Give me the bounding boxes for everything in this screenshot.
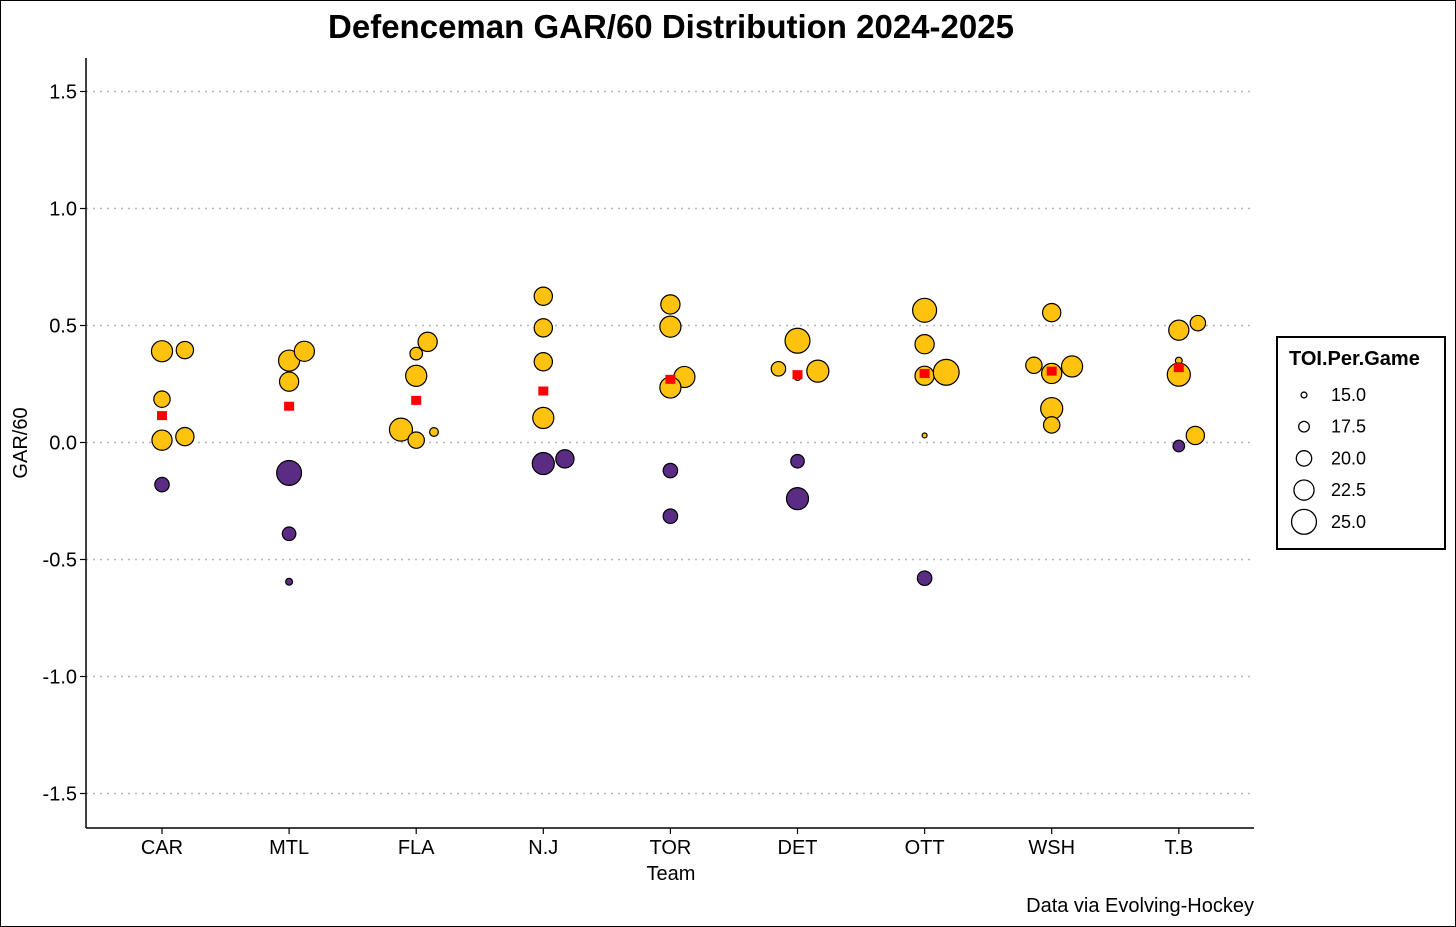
legend-size-label: 15.0 [1331, 385, 1366, 405]
legend-keys: 15.0 17.5 20.0 22.5 25.0 [1290, 385, 1366, 535]
x-axis-ticks: CAR MTL FLA N.J TOR DET OTT WSH T.B [141, 828, 1193, 859]
player-point [175, 340, 195, 360]
team-mean-marker [157, 411, 167, 421]
player-point [662, 508, 679, 525]
x-tick-label: OTT [905, 837, 945, 859]
y-tick-label: 0.5 [49, 316, 77, 338]
player-point [916, 570, 933, 587]
player-point [175, 426, 195, 447]
y-tick-label: -1.5 [43, 784, 77, 806]
player-point [531, 451, 555, 476]
player-point [285, 577, 294, 586]
player-point [407, 431, 425, 449]
player-point [785, 487, 810, 511]
player-point [532, 406, 555, 430]
chart-title: Defenceman GAR/60 Distribution 2024-2025 [328, 8, 1014, 45]
player-point [932, 358, 960, 386]
player-point [281, 526, 297, 542]
player-point [278, 371, 300, 392]
y-tick-label: -1.0 [43, 667, 77, 689]
legend-size-key [1298, 420, 1310, 433]
x-tick-label: CAR [141, 837, 183, 859]
x-tick-label: FLA [398, 837, 435, 859]
legend-size-label: 17.5 [1331, 417, 1366, 437]
player-point [533, 352, 554, 372]
caption: Data via Evolving-Hockey [1026, 895, 1254, 917]
x-tick-label: WSH [1028, 837, 1075, 859]
player-point [659, 315, 682, 338]
legend-size-key [1300, 391, 1308, 399]
team-mean-marker [284, 401, 295, 411]
player-point [533, 286, 554, 306]
legend-size-label: 25.0 [1331, 512, 1366, 532]
player-point [533, 318, 554, 338]
player-point [1041, 302, 1062, 323]
x-tick-label: T.B [1164, 837, 1193, 859]
legend-title: TOI.Per.Game [1289, 348, 1420, 370]
player-point [1185, 425, 1206, 446]
player-point [154, 476, 170, 493]
player-point [405, 364, 428, 387]
player-point [1189, 314, 1207, 332]
y-axis-title: GAR/60 [10, 407, 32, 478]
player-point [293, 340, 316, 362]
player-point [662, 462, 679, 479]
y-tick-label: 1.5 [49, 82, 77, 104]
team-mean-marker [665, 374, 676, 384]
y-tick-label: 0.0 [49, 433, 77, 455]
player-point [555, 449, 575, 469]
legend-size-key [1293, 479, 1315, 501]
x-axis-title: Team [647, 863, 696, 885]
size-legend: TOI.Per.Game 15.0 17.5 20.0 22.5 25.0 [1276, 336, 1446, 550]
team-mean-marker [538, 386, 549, 396]
x-tick-label: N.J [528, 837, 558, 859]
player-point [1168, 319, 1190, 341]
y-tick-label: 1.0 [49, 199, 77, 221]
y-tick-label: -0.5 [43, 550, 77, 572]
player-point [153, 390, 171, 408]
team-mean-marker [792, 370, 803, 380]
team-mean-marker [1173, 363, 1184, 373]
player-point [1172, 439, 1186, 453]
x-tick-label: MTL [269, 837, 309, 859]
team-mean-marker [411, 395, 422, 405]
player-point [151, 429, 173, 451]
legend-size-label: 20.0 [1331, 448, 1366, 468]
player-point [921, 432, 928, 439]
y-axis-ticks: 1.5 1.0 0.5 0.0 -0.5 -1.0 -1.5 [43, 82, 86, 806]
player-point [784, 327, 811, 354]
x-tick-label: DET [778, 837, 818, 859]
legend-size-label: 22.5 [1331, 480, 1366, 500]
team-mean-markers [157, 363, 1184, 421]
player-point [1060, 355, 1084, 378]
player-point [806, 359, 830, 383]
data-points [150, 286, 1207, 587]
player-point [429, 426, 439, 437]
player-point [276, 459, 303, 486]
player-point [914, 334, 935, 355]
player-point [1042, 416, 1061, 434]
team-mean-marker [1046, 366, 1057, 376]
player-point [1025, 356, 1043, 375]
player-point [790, 453, 805, 469]
player-point [417, 331, 438, 353]
player-point [388, 417, 414, 442]
player-point [150, 340, 174, 363]
team-mean-marker [919, 368, 930, 378]
player-point [770, 360, 787, 377]
grid-lines [86, 90, 1254, 795]
x-tick-label: TOR [649, 837, 691, 859]
player-point [409, 346, 424, 361]
player-point [660, 294, 681, 315]
legend-size-key [1290, 508, 1318, 535]
player-point [912, 297, 938, 323]
legend-size-key [1295, 450, 1313, 467]
